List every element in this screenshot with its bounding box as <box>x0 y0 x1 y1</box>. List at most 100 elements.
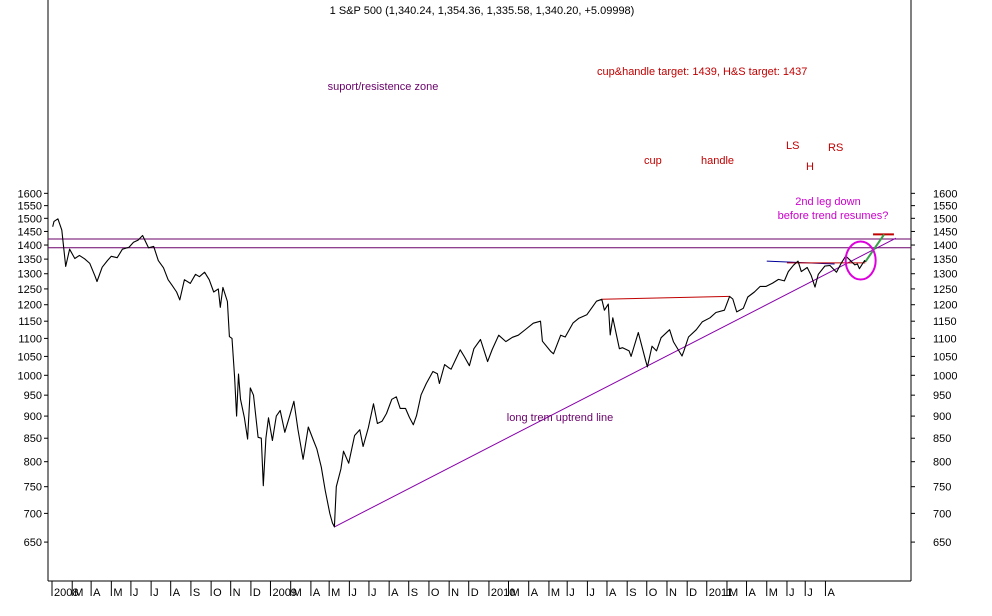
y-axis-right: 650 700 750 800 850 900 950 1000 1050 1100 1150 120… <box>911 188 957 549</box>
y-tick-label-right: 1350 <box>933 254 957 266</box>
y-tick-label-left: 1250 <box>18 284 42 296</box>
y-tick-label-right: 1150 <box>933 316 957 328</box>
annotation-overlays <box>48 233 911 528</box>
x-tick-label: J <box>589 587 595 599</box>
support-zone-label: suport/resistence zone <box>328 81 439 93</box>
y-tick-label-right: 1550 <box>933 201 957 213</box>
y-tick-label-left: 950 <box>24 390 42 402</box>
y-tick-label-right: 900 <box>933 411 951 423</box>
y-tick-label-right: 1450 <box>933 226 957 238</box>
x-tick-label: S <box>193 587 200 599</box>
y-tick-label-left: 650 <box>24 537 42 549</box>
y-tick-label-left: 1400 <box>18 240 42 252</box>
x-tick-label: 2010 <box>491 587 515 599</box>
y-tick-label-left: 1550 <box>18 201 42 213</box>
x-tick-label: M <box>331 587 340 599</box>
x-tick-label: M <box>510 587 519 599</box>
y-tick-label-right: 850 <box>933 433 951 445</box>
x-tick-label: N <box>669 587 677 599</box>
trendline-label: long trem uptrend line <box>507 412 613 424</box>
x-tick-label: J <box>789 587 795 599</box>
x-tick-label: J <box>371 587 377 599</box>
price-series <box>52 218 866 528</box>
x-tick-label: S <box>629 587 636 599</box>
y-tick-label-left: 1600 <box>18 188 42 200</box>
y-axis-left: 650 700 750 800 850 900 950 1000 1050 1100 1150 120… <box>18 188 48 549</box>
y-tick-label-left: 700 <box>24 508 42 520</box>
y-tick-label-right: 1100 <box>933 333 957 345</box>
chart-title: 1 S&P 500 (1,340.24, 1,354.36, 1,335.58,… <box>330 5 635 17</box>
x-tick-label: D <box>689 587 697 599</box>
handle-label: handle <box>701 155 734 167</box>
y-tick-label-right: 650 <box>933 537 951 549</box>
y-tick-label-left: 850 <box>24 433 42 445</box>
x-tick-label: A <box>313 587 321 599</box>
x-tick-label: A <box>827 587 835 599</box>
y-tick-label-left: 1050 <box>18 351 42 363</box>
y-tick-label-right: 1050 <box>933 351 957 363</box>
x-tick-label: O <box>649 587 658 599</box>
x-tick-label: M <box>551 587 560 599</box>
y-tick-label-left: 800 <box>24 457 42 469</box>
x-tick-label: J <box>351 587 357 599</box>
y-tick-label-left: 1300 <box>18 269 42 281</box>
x-tick-label: D <box>471 587 479 599</box>
h-label: H <box>806 161 814 173</box>
x-tick-label: J <box>807 587 813 599</box>
x-tick-label: M <box>293 587 302 599</box>
x-tick-label: A <box>749 587 757 599</box>
y-tick-label-left: 900 <box>24 411 42 423</box>
y-tick-label-left: 1500 <box>18 213 42 225</box>
y-tick-label-left: 1200 <box>18 300 42 312</box>
targets-label: cup&handle target: 1439, H&S target: 143… <box>597 66 807 78</box>
x-tick-label: A <box>609 587 617 599</box>
y-tick-label-right: 1400 <box>933 240 957 252</box>
y-tick-label-right: 1000 <box>933 370 957 382</box>
x-tick-label: N <box>233 587 241 599</box>
y-tick-label-right: 800 <box>933 457 951 469</box>
price-line <box>52 218 866 528</box>
cup-rim-line <box>601 295 730 300</box>
cup-label: cup <box>644 155 662 167</box>
x-tick-label: J <box>133 587 139 599</box>
x-tick-label: A <box>531 587 539 599</box>
x-tick-label: M <box>74 587 83 599</box>
y-tick-label-right: 700 <box>933 508 951 520</box>
y-tick-label-right: 1500 <box>933 213 957 225</box>
y-tick-label-left: 1150 <box>18 316 42 328</box>
rs-label: RS <box>828 142 843 154</box>
x-tick-label: D <box>253 587 261 599</box>
x-tick-label: M <box>769 587 778 599</box>
long-term-uptrend-line <box>334 237 897 528</box>
y-tick-label-right: 1300 <box>933 269 957 281</box>
x-tick-label: S <box>411 587 418 599</box>
second-leg-label-2: before trend resumes? <box>778 210 889 222</box>
highlight-circle <box>844 240 877 281</box>
y-tick-label-left: 1000 <box>18 370 42 382</box>
y-tick-label-left: 750 <box>24 482 42 494</box>
y-tick-label-right: 950 <box>933 390 951 402</box>
x-tick-label: N <box>451 587 459 599</box>
x-tick-label: O <box>431 587 440 599</box>
projected-path <box>864 233 885 263</box>
y-tick-label-right: 750 <box>933 482 951 494</box>
x-tick-label: J <box>153 587 159 599</box>
y-tick-label-right: 1200 <box>933 300 957 312</box>
ls-label: LS <box>786 140 799 152</box>
y-tick-label-left: 1450 <box>18 226 42 238</box>
y-tick-label-left: 1100 <box>18 333 42 345</box>
y-tick-label-left: 1350 <box>18 254 42 266</box>
y-tick-label-right: 1600 <box>933 188 957 200</box>
x-tick-label: O <box>213 587 222 599</box>
second-leg-label-1: 2nd leg down <box>795 196 860 208</box>
annotation-marks <box>844 240 877 281</box>
x-tick-label: J <box>569 587 575 599</box>
y-tick-label-right: 1250 <box>933 284 957 296</box>
x-tick-label: A <box>173 587 181 599</box>
x-tick-label: M <box>113 587 122 599</box>
x-tick-label: A <box>391 587 399 599</box>
